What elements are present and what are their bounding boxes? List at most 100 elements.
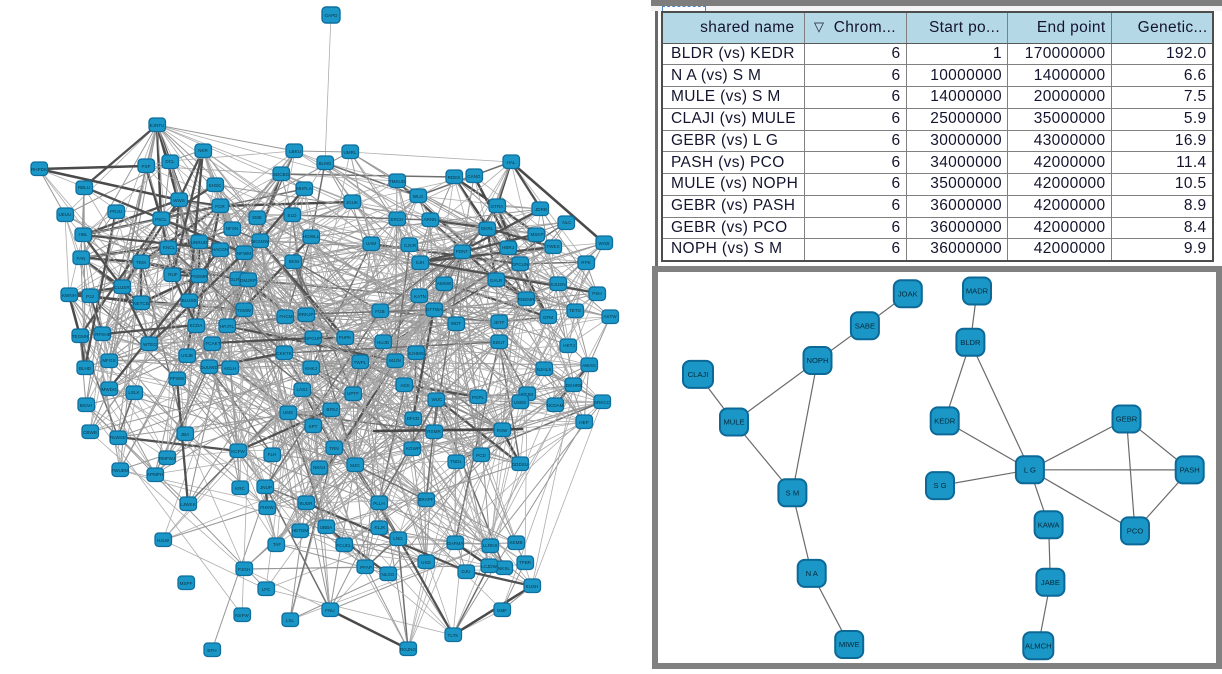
svg-text:UEUU: UEUU: [58, 212, 71, 217]
svg-text:USD: USD: [421, 560, 431, 565]
svg-text:TMKUD: TMKUD: [389, 179, 406, 184]
svg-text:TAF: TAF: [273, 542, 282, 547]
svg-text:MIWE: MIWE: [838, 640, 859, 649]
svg-text:NSFW: NSFW: [235, 613, 249, 618]
svg-text:MFGS: MFGS: [102, 358, 115, 363]
svg-text:RLWSE: RLWSE: [110, 435, 126, 440]
svg-text:HBRJ: HBRJ: [502, 245, 514, 250]
svg-text:TRN: TRN: [329, 446, 338, 451]
svg-text:KCDA: KCDA: [190, 323, 204, 328]
svg-text:PSH: PSH: [592, 291, 601, 296]
svg-text:BKGMW: BKGMW: [251, 239, 270, 244]
svg-text:TWPL: TWPL: [354, 360, 367, 365]
svg-text:JDTF: JDTF: [493, 320, 504, 325]
svg-text:BFEJ: BFEJ: [326, 407, 337, 412]
svg-text:SRKCC: SRKCC: [594, 400, 611, 405]
svg-text:TEGMN: TEGMN: [72, 334, 89, 339]
svg-text:KNCL: KNCL: [163, 245, 176, 250]
svg-text:HPJTL: HPJTL: [220, 324, 234, 329]
svg-text:FCUCL: FCUCL: [336, 543, 352, 548]
svg-text:DUUWD: DUUWD: [200, 365, 218, 370]
svg-text:UBBA: UBBA: [320, 525, 333, 530]
svg-text:PSF: PSF: [142, 164, 151, 169]
svg-text:MULE: MULE: [723, 418, 744, 427]
svg-text:KLJK: KLJK: [375, 525, 387, 530]
svg-text:GEBR: GEBR: [1115, 415, 1137, 424]
svg-text:NETCB: NETCB: [133, 301, 149, 306]
svg-text:BLHD: BLHD: [79, 366, 92, 371]
svg-text:LSL: LSL: [286, 618, 295, 623]
svg-text:SJHMS: SJHMS: [408, 351, 424, 356]
svg-text:UMRL: UMRL: [343, 150, 356, 155]
svg-text:TWES: TWES: [546, 244, 559, 249]
svg-text:SDCBG: SDCBG: [273, 172, 290, 177]
svg-text:HEP: HEP: [579, 420, 588, 425]
svg-text:HUJD: HUJD: [377, 340, 390, 345]
svg-text:ADS: ADS: [400, 383, 409, 388]
svg-text:HBL: HBL: [79, 232, 88, 237]
svg-text:KUSH: KUSH: [526, 584, 539, 589]
svg-text:CKKTK: CKKTK: [276, 351, 292, 356]
svg-text:GFM: GFM: [543, 315, 553, 320]
svg-text:UMS: UMS: [283, 410, 293, 415]
svg-text:JDRB: JDRB: [535, 207, 547, 212]
svg-text:PCD: PCD: [476, 453, 486, 458]
svg-text:MADR: MADR: [965, 287, 988, 296]
svg-text:DJU: DJU: [462, 569, 471, 574]
svg-text:ERCH: ERCH: [390, 217, 403, 222]
svg-text:FGB: FGB: [375, 309, 384, 314]
svg-text:CLAJI: CLAJI: [687, 370, 708, 379]
svg-text:HKTJ: HKTJ: [563, 343, 574, 348]
svg-text:KWNH: KWNH: [62, 293, 76, 298]
svg-text:PASH: PASH: [1179, 466, 1199, 475]
svg-text:WWS: WWS: [173, 198, 185, 203]
svg-text:GPCUN: GPCUN: [512, 262, 529, 267]
svg-text:FLH: FLH: [268, 452, 277, 457]
svg-text:WTEG: WTEG: [143, 342, 157, 347]
svg-text:GHFMA: GHFMA: [447, 541, 465, 546]
svg-text:TEM: TEM: [136, 260, 146, 265]
svg-text:JOAK: JOAK: [897, 289, 917, 298]
svg-text:NCDAM: NCDAM: [547, 403, 564, 408]
svg-text:UNRUD: UNRUD: [191, 240, 208, 245]
svg-text:LSLK: LSLK: [128, 390, 140, 395]
svg-text:KATN: KATN: [414, 294, 426, 299]
svg-text:CANG: CANG: [467, 174, 481, 179]
svg-text:PLLH: PLLH: [373, 501, 385, 506]
svg-text:DFCD: DFCD: [407, 416, 420, 421]
svg-text:LFC: LFC: [262, 587, 271, 592]
svg-text:HAL: HAL: [507, 160, 516, 165]
svg-text:LCJDW: LCJDW: [481, 564, 497, 569]
svg-text:GKRL: GKRL: [481, 226, 494, 231]
svg-text:KHKJ: KHKJ: [305, 366, 317, 371]
svg-text:MJG: MJG: [350, 463, 360, 468]
svg-text:EJNTU: EJNTU: [150, 123, 165, 128]
svg-text:GAPD: GAPD: [324, 13, 338, 18]
svg-text:DDDSU: DDDSU: [512, 462, 528, 467]
svg-text:RSMR: RSMR: [427, 429, 441, 434]
svg-text:HJLW: HJLW: [157, 538, 170, 543]
svg-text:FHKW: FHKW: [260, 505, 274, 510]
svg-text:S G: S G: [933, 481, 946, 490]
svg-text:RHPDK: RHPDK: [31, 167, 48, 172]
svg-text:NFWM: NFWM: [237, 251, 251, 256]
svg-text:N A: N A: [805, 569, 818, 578]
svg-text:NLGG: NLGG: [381, 572, 394, 577]
svg-text:RGJNG: RGJNG: [400, 647, 417, 652]
svg-text:FAN: FAN: [77, 256, 86, 261]
svg-text:LASJ: LASJ: [297, 387, 308, 392]
svg-text:RPK: RPK: [581, 260, 591, 265]
svg-text:ALMCH: ALMCH: [1025, 641, 1052, 650]
svg-text:FCR: FCR: [215, 204, 225, 209]
svg-text:NFSN: NFSN: [226, 226, 239, 231]
svg-text:DMJRP: DMJRP: [240, 278, 256, 283]
svg-text:BUDR: BUDR: [299, 501, 313, 506]
svg-text:JBA: JBA: [181, 432, 190, 437]
svg-text:PFAP: PFAP: [360, 565, 372, 570]
svg-text:SPT: SPT: [309, 424, 318, 429]
svg-text:BKW: BKW: [289, 259, 300, 264]
svg-text:TETG: TETG: [569, 308, 582, 313]
svg-text:KRC: KRC: [235, 486, 245, 491]
svg-text:AMSW: AMSW: [437, 281, 452, 286]
svg-text:UPTF: UPTF: [347, 391, 359, 396]
